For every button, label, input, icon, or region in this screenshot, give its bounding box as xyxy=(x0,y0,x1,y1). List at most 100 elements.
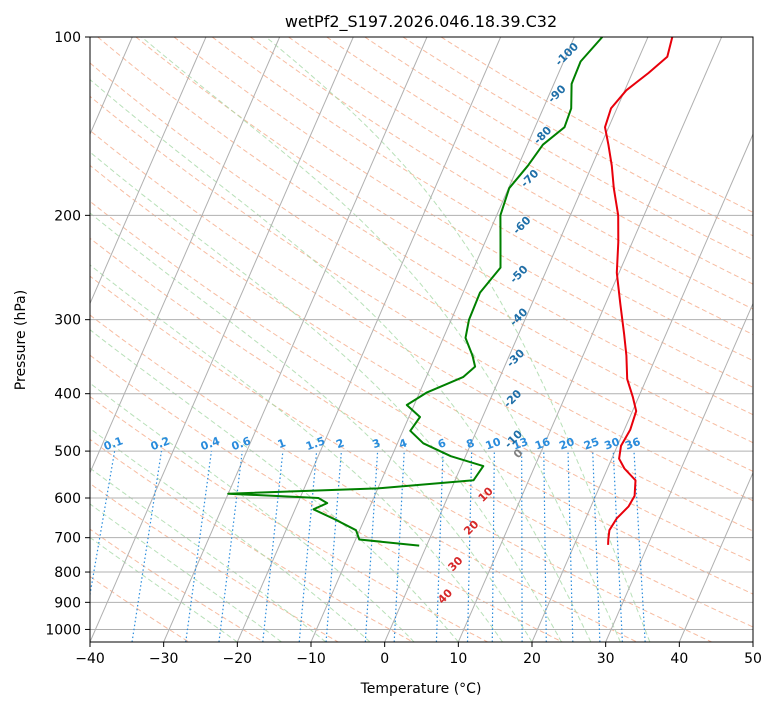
mixing-ratio-line xyxy=(491,451,495,642)
mixing-ratio-line xyxy=(185,451,213,642)
y-tick-label: 600 xyxy=(54,491,81,507)
mixing-ratio-line xyxy=(90,451,116,598)
x-tick-label: 10 xyxy=(449,651,467,667)
x-tick-label: −10 xyxy=(296,651,326,667)
mixing-ratio-label: 0.4 xyxy=(199,434,222,453)
moist-adiabat-line xyxy=(90,427,371,642)
dry-adiabat-line xyxy=(97,37,753,444)
y-tick-label: 200 xyxy=(54,208,81,224)
dry-adiabat-line xyxy=(90,275,712,642)
isotherm-line xyxy=(90,37,354,642)
moist-adiabat-line xyxy=(90,503,282,642)
moist-adiabat-line xyxy=(90,78,592,642)
mixing-ratio-line xyxy=(592,451,601,642)
dry-adiabat-line xyxy=(90,354,563,642)
dry-adiabat-line xyxy=(90,200,753,595)
x-tick-label: 0 xyxy=(380,651,389,667)
mixing-ratio-label: 36 xyxy=(623,435,642,453)
isotherm-line xyxy=(163,37,428,642)
moist-adiabat-line xyxy=(90,151,562,642)
isotherm-line xyxy=(90,37,207,305)
x-axis-ticks: −40 −30 −20 −10 0 10 20 30 40 50 xyxy=(75,642,762,667)
dry-adiabat-line xyxy=(90,482,339,642)
dry-adiabat-line xyxy=(326,37,753,285)
dry-adiabat-label: -100 xyxy=(553,40,582,69)
y-tick-label: 800 xyxy=(54,565,81,581)
dry-adiabat-line xyxy=(250,37,753,336)
mixing-ratio-line xyxy=(262,451,284,642)
y-tick-label: 100 xyxy=(54,30,81,46)
moist-adiabat-line xyxy=(90,264,503,642)
dry-adiabat-line xyxy=(90,129,753,532)
isotherm-line xyxy=(0,37,59,642)
isotherm-line xyxy=(90,37,281,474)
dry-adiabat-label: -40 xyxy=(507,305,530,328)
dry-adiabat-line xyxy=(90,575,190,642)
moist-adiabat-line xyxy=(90,536,238,642)
dry-adiabat-line xyxy=(90,438,414,642)
dry-adiabat-line xyxy=(211,37,753,362)
mixing-ratio-line xyxy=(435,451,444,642)
isotherm-line xyxy=(531,132,753,642)
dry-adiabat-label: 10 xyxy=(476,484,496,504)
mixing-ratio-label: 6 xyxy=(436,436,448,451)
mixing-ratio-label: 3 xyxy=(371,436,383,451)
dry-adiabat-line xyxy=(288,37,753,310)
dry-adiabat-label: -90 xyxy=(545,82,568,105)
dry-adiabat-label: -50 xyxy=(507,263,530,286)
dry-adiabat-line xyxy=(90,237,753,628)
dry-adiabat-label: -80 xyxy=(531,124,554,147)
mixing-ratio-label: 0.1 xyxy=(102,434,125,453)
x-tick-label: −40 xyxy=(75,651,105,667)
x-tick-label: −30 xyxy=(149,651,179,667)
dry-adiabat-line xyxy=(90,62,753,472)
mixing-ratio-label: 30 xyxy=(603,435,622,453)
mixing-ratio-label: 16 xyxy=(533,435,552,453)
y-tick-label: 900 xyxy=(54,595,81,611)
y-axis-label: Pressure (hPa) xyxy=(13,290,29,390)
isotherm-line xyxy=(310,37,575,642)
plot-frame xyxy=(89,36,754,643)
x-tick-label: 30 xyxy=(597,651,615,667)
dry-adiabat-label: 20 xyxy=(461,517,481,537)
mixing-ratio-line xyxy=(567,451,574,642)
isotherm-line xyxy=(752,640,753,642)
moist-adiabat-line xyxy=(90,382,415,642)
dry-adiabat-line xyxy=(90,396,488,642)
x-tick-label: 40 xyxy=(670,651,688,667)
mixing-ratio-label: 8 xyxy=(465,436,477,451)
x-tick-label: 50 xyxy=(744,651,762,667)
profile-line xyxy=(227,37,604,547)
isotherm-line xyxy=(384,37,649,642)
mixing-ratio-line xyxy=(131,451,163,642)
isotherm-line xyxy=(236,37,502,642)
profile-line xyxy=(604,37,674,545)
mixing-ratio-line xyxy=(364,451,379,642)
y-tick-label: 400 xyxy=(54,387,81,403)
mixing-ratio-label: 25 xyxy=(582,435,601,452)
background-lines xyxy=(0,37,753,642)
mixing-ratio-line xyxy=(218,451,243,642)
moist-adiabat-line xyxy=(141,37,621,642)
mixing-ratio-label: 1 xyxy=(276,436,288,451)
y-tick-label: 700 xyxy=(54,531,81,547)
x-tick-label: 20 xyxy=(523,651,541,667)
isopleth-labels: 0.1 0.2 0.4 0.6 1 1.5 2 3 4 6 8 10 13 16 20 25 30 36 -100 -… xyxy=(102,40,642,607)
mixing-ratio-label: 10 xyxy=(484,435,503,453)
dry-adiabat-line xyxy=(90,528,264,642)
y-axis-ticks: 100 200 300 400 500 600 700 800 900 1000 xyxy=(45,30,90,638)
dry-adiabat-line xyxy=(364,37,753,261)
mixing-ratio-label: 1.5 xyxy=(304,434,327,453)
isotherm-line xyxy=(457,37,723,642)
isotherm-line xyxy=(605,302,753,642)
mixing-ratio-label: 4 xyxy=(397,436,409,451)
mixing-ratio-label: 20 xyxy=(557,435,576,453)
moist-adiabat-line xyxy=(90,467,327,642)
mixing-ratio-line xyxy=(325,451,343,642)
dry-adiabat-label: -30 xyxy=(504,346,527,369)
y-tick-label: 500 xyxy=(54,444,81,460)
chart-title: wetPf2_S197.2026.046.18.39.C32 xyxy=(285,12,557,32)
dry-adiabat-label: -20 xyxy=(501,387,524,410)
moist-adiabat-line xyxy=(90,212,533,642)
